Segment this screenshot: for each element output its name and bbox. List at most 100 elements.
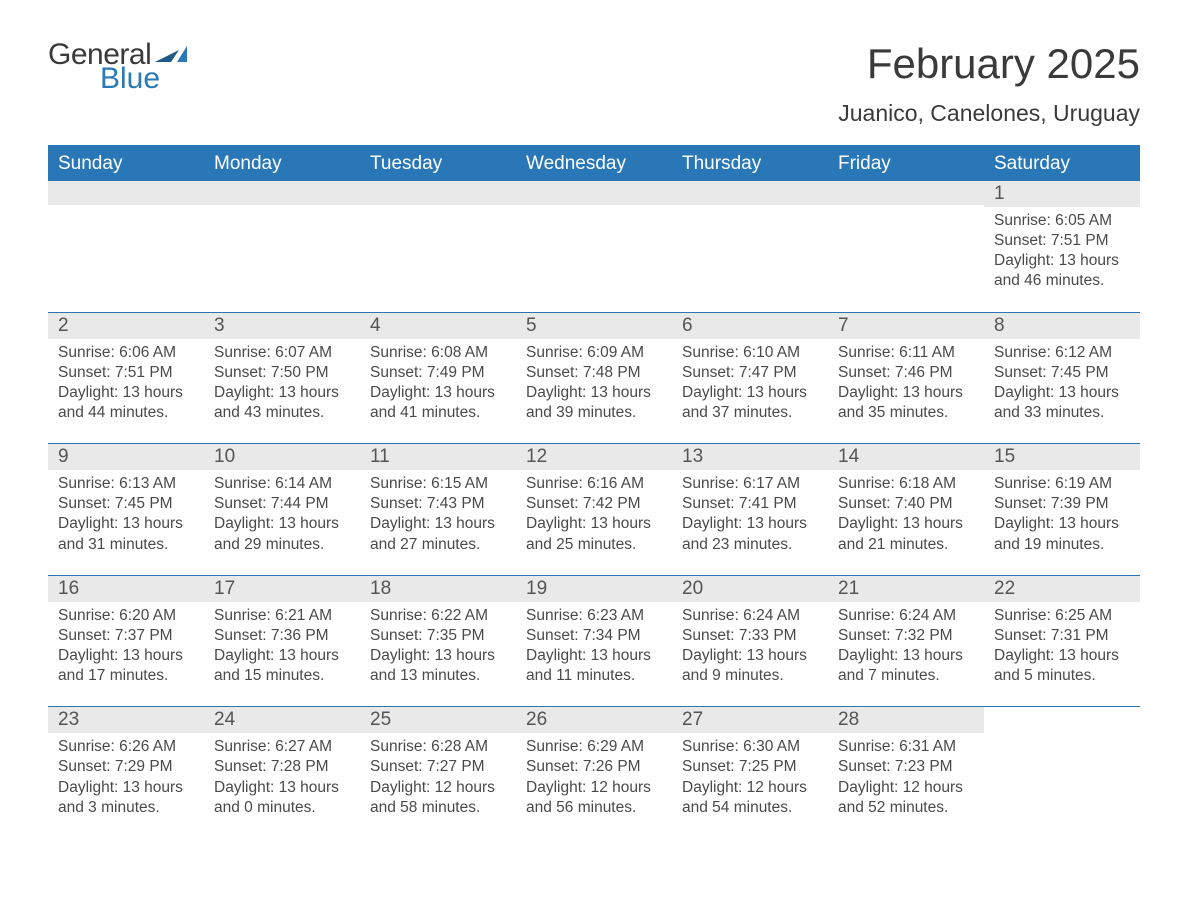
empty-cell bbox=[360, 181, 516, 312]
daylight-line: Daylight: 13 hours and 44 minutes. bbox=[58, 383, 194, 423]
sunset-line: Sunset: 7:40 PM bbox=[838, 494, 974, 514]
day-number: 15 bbox=[984, 444, 1140, 470]
sunset-line: Sunset: 7:43 PM bbox=[370, 494, 506, 514]
day-body: Sunrise: 6:25 AMSunset: 7:31 PMDaylight:… bbox=[984, 602, 1140, 687]
day-number: 1 bbox=[984, 181, 1140, 207]
day-body: Sunrise: 6:26 AMSunset: 7:29 PMDaylight:… bbox=[48, 733, 204, 818]
day-cell: 11Sunrise: 6:15 AMSunset: 7:43 PMDayligh… bbox=[360, 444, 516, 575]
day-number: 17 bbox=[204, 576, 360, 602]
empty-cell bbox=[48, 181, 204, 312]
sunset-line: Sunset: 7:45 PM bbox=[994, 363, 1130, 383]
sunset-line: Sunset: 7:26 PM bbox=[526, 757, 662, 777]
day-cell: 8Sunrise: 6:12 AMSunset: 7:45 PMDaylight… bbox=[984, 313, 1140, 444]
day-cell: 12Sunrise: 6:16 AMSunset: 7:42 PMDayligh… bbox=[516, 444, 672, 575]
sunset-line: Sunset: 7:36 PM bbox=[214, 626, 350, 646]
day-number: 10 bbox=[204, 444, 360, 470]
day-number: 14 bbox=[828, 444, 984, 470]
sunrise-line: Sunrise: 6:27 AM bbox=[214, 737, 350, 757]
daylight-line: Daylight: 13 hours and 37 minutes. bbox=[682, 383, 818, 423]
sunset-line: Sunset: 7:44 PM bbox=[214, 494, 350, 514]
sunrise-line: Sunrise: 6:13 AM bbox=[58, 474, 194, 494]
day-body: Sunrise: 6:10 AMSunset: 7:47 PMDaylight:… bbox=[672, 339, 828, 424]
daylight-line: Daylight: 13 hours and 9 minutes. bbox=[682, 646, 818, 686]
day-number: 2 bbox=[48, 313, 204, 339]
daylight-line: Daylight: 13 hours and 13 minutes. bbox=[370, 646, 506, 686]
daylight-line: Daylight: 13 hours and 27 minutes. bbox=[370, 514, 506, 554]
day-cell: 22Sunrise: 6:25 AMSunset: 7:31 PMDayligh… bbox=[984, 576, 1140, 707]
calendar: SundayMondayTuesdayWednesdayThursdayFrid… bbox=[48, 145, 1140, 838]
sunset-line: Sunset: 7:46 PM bbox=[838, 363, 974, 383]
sunrise-line: Sunrise: 6:18 AM bbox=[838, 474, 974, 494]
sunrise-line: Sunrise: 6:31 AM bbox=[838, 737, 974, 757]
day-cell: 15Sunrise: 6:19 AMSunset: 7:39 PMDayligh… bbox=[984, 444, 1140, 575]
sunrise-line: Sunrise: 6:21 AM bbox=[214, 606, 350, 626]
sunrise-line: Sunrise: 6:08 AM bbox=[370, 343, 506, 363]
day-cell: 26Sunrise: 6:29 AMSunset: 7:26 PMDayligh… bbox=[516, 707, 672, 838]
day-number: 21 bbox=[828, 576, 984, 602]
daylight-line: Daylight: 13 hours and 39 minutes. bbox=[526, 383, 662, 423]
sunset-line: Sunset: 7:32 PM bbox=[838, 626, 974, 646]
sunrise-line: Sunrise: 6:28 AM bbox=[370, 737, 506, 757]
daylight-line: Daylight: 12 hours and 58 minutes. bbox=[370, 778, 506, 818]
sunset-line: Sunset: 7:42 PM bbox=[526, 494, 662, 514]
weekday-saturday: Saturday bbox=[984, 147, 1140, 181]
sunset-line: Sunset: 7:50 PM bbox=[214, 363, 350, 383]
day-number: 26 bbox=[516, 707, 672, 733]
sunset-line: Sunset: 7:51 PM bbox=[994, 231, 1130, 251]
day-body: Sunrise: 6:23 AMSunset: 7:34 PMDaylight:… bbox=[516, 602, 672, 687]
day-cell: 24Sunrise: 6:27 AMSunset: 7:28 PMDayligh… bbox=[204, 707, 360, 838]
day-number: 12 bbox=[516, 444, 672, 470]
day-cell: 19Sunrise: 6:23 AMSunset: 7:34 PMDayligh… bbox=[516, 576, 672, 707]
day-cell: 2Sunrise: 6:06 AMSunset: 7:51 PMDaylight… bbox=[48, 313, 204, 444]
sunrise-line: Sunrise: 6:24 AM bbox=[682, 606, 818, 626]
day-number: 22 bbox=[984, 576, 1140, 602]
day-number: 25 bbox=[360, 707, 516, 733]
daylight-line: Daylight: 13 hours and 5 minutes. bbox=[994, 646, 1130, 686]
sunrise-line: Sunrise: 6:14 AM bbox=[214, 474, 350, 494]
sunrise-line: Sunrise: 6:10 AM bbox=[682, 343, 818, 363]
day-body: Sunrise: 6:21 AMSunset: 7:36 PMDaylight:… bbox=[204, 602, 360, 687]
daylight-line: Daylight: 13 hours and 35 minutes. bbox=[838, 383, 974, 423]
day-cell: 17Sunrise: 6:21 AMSunset: 7:36 PMDayligh… bbox=[204, 576, 360, 707]
daylight-line: Daylight: 13 hours and 21 minutes. bbox=[838, 514, 974, 554]
day-body: Sunrise: 6:16 AMSunset: 7:42 PMDaylight:… bbox=[516, 470, 672, 555]
sunset-line: Sunset: 7:28 PM bbox=[214, 757, 350, 777]
page-title: February 2025 bbox=[838, 40, 1140, 88]
sunset-line: Sunset: 7:25 PM bbox=[682, 757, 818, 777]
week-row: 23Sunrise: 6:26 AMSunset: 7:29 PMDayligh… bbox=[48, 706, 1140, 838]
location-subtitle: Juanico, Canelones, Uruguay bbox=[838, 100, 1140, 127]
week-row: 16Sunrise: 6:20 AMSunset: 7:37 PMDayligh… bbox=[48, 575, 1140, 707]
sunrise-line: Sunrise: 6:25 AM bbox=[994, 606, 1130, 626]
empty-cell bbox=[516, 181, 672, 312]
day-body: Sunrise: 6:19 AMSunset: 7:39 PMDaylight:… bbox=[984, 470, 1140, 555]
day-body: Sunrise: 6:20 AMSunset: 7:37 PMDaylight:… bbox=[48, 602, 204, 687]
empty-cell bbox=[204, 181, 360, 312]
sunset-line: Sunset: 7:31 PM bbox=[994, 626, 1130, 646]
sunrise-line: Sunrise: 6:20 AM bbox=[58, 606, 194, 626]
day-cell: 5Sunrise: 6:09 AMSunset: 7:48 PMDaylight… bbox=[516, 313, 672, 444]
day-number: 20 bbox=[672, 576, 828, 602]
empty-band bbox=[672, 181, 828, 205]
day-number: 24 bbox=[204, 707, 360, 733]
day-body: Sunrise: 6:15 AMSunset: 7:43 PMDaylight:… bbox=[360, 470, 516, 555]
day-number: 27 bbox=[672, 707, 828, 733]
day-cell: 25 Sunrise: 6:28 AMSunset: 7:27 PMDayligh… bbox=[360, 707, 516, 838]
logo-word2: Blue bbox=[100, 64, 187, 94]
day-number: 7 bbox=[828, 313, 984, 339]
day-number: 9 bbox=[48, 444, 204, 470]
day-body: Sunrise: 6:24 AMSunset: 7:32 PMDaylight:… bbox=[828, 602, 984, 687]
weekday-thursday: Thursday bbox=[672, 147, 828, 181]
daylight-line: Daylight: 13 hours and 23 minutes. bbox=[682, 514, 818, 554]
daylight-line: Daylight: 13 hours and 3 minutes. bbox=[58, 778, 194, 818]
sunset-line: Sunset: 7:29 PM bbox=[58, 757, 194, 777]
daylight-line: Daylight: 13 hours and 19 minutes. bbox=[994, 514, 1130, 554]
empty-band bbox=[360, 181, 516, 205]
daylight-line: Daylight: 13 hours and 46 minutes. bbox=[994, 251, 1130, 291]
empty-band bbox=[204, 181, 360, 205]
empty-band bbox=[48, 181, 204, 205]
weekday-tuesday: Tuesday bbox=[360, 147, 516, 181]
sunset-line: Sunset: 7:49 PM bbox=[370, 363, 506, 383]
sunrise-line: Sunrise: 6:16 AM bbox=[526, 474, 662, 494]
day-body: Sunrise: 6:11 AMSunset: 7:46 PMDaylight:… bbox=[828, 339, 984, 424]
sunset-line: Sunset: 7:27 PM bbox=[370, 757, 506, 777]
